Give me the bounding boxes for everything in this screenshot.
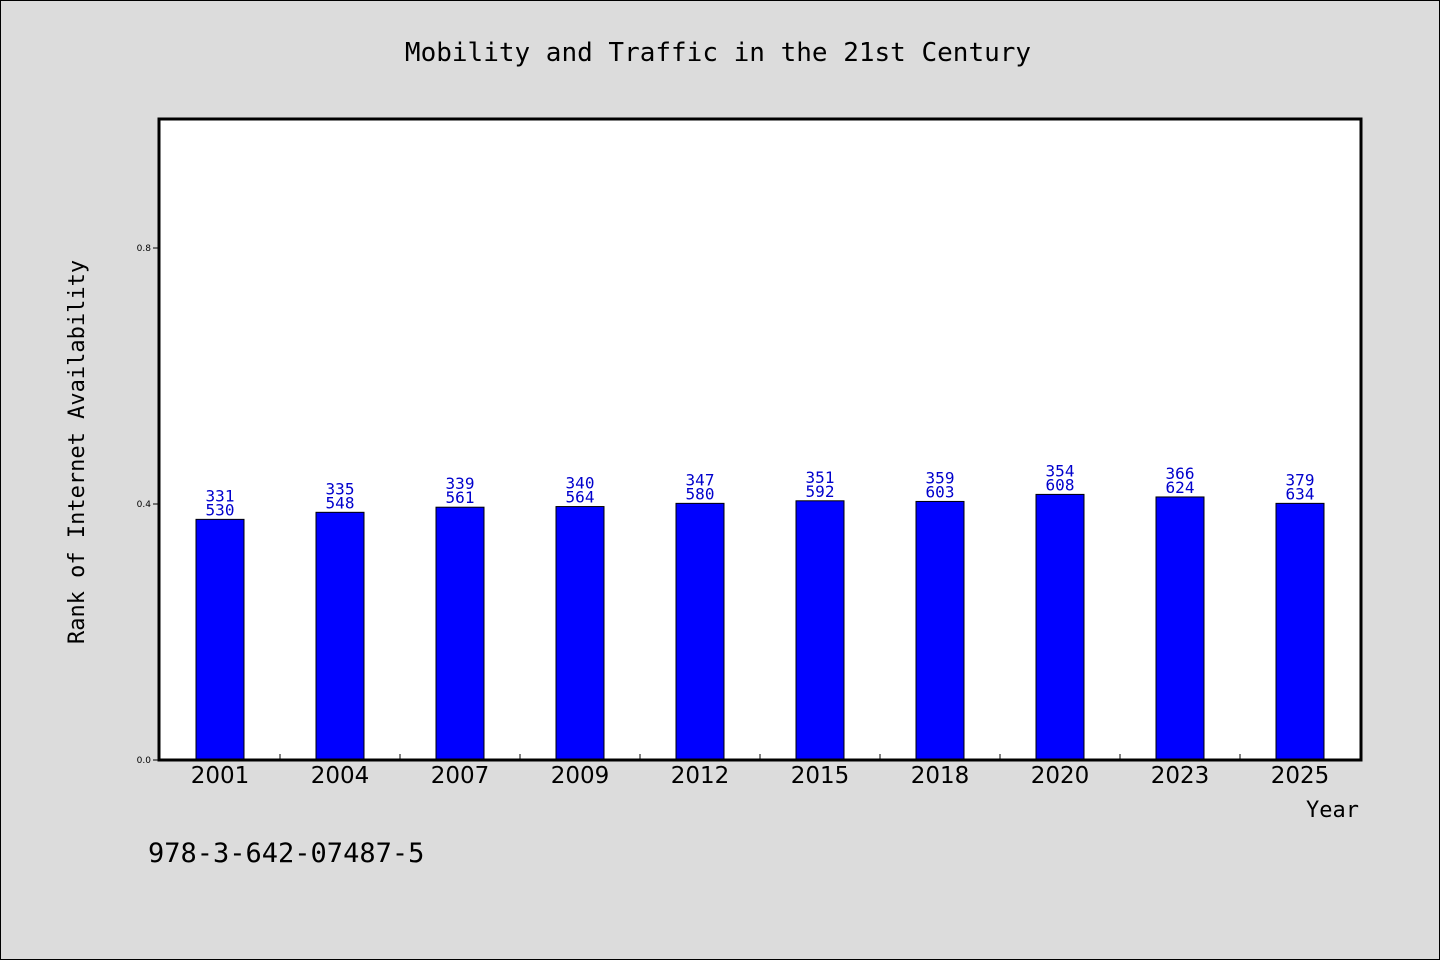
bar-2004: [315, 511, 365, 761]
bar-annotation-2012-2: 580: [686, 484, 715, 503]
x-tick-label-2012: 2012: [671, 763, 730, 789]
bar-2025: [1275, 502, 1325, 761]
bar-annotation-2004-2: 548: [326, 493, 355, 512]
bar-2023: [1155, 496, 1205, 761]
bar-2018: [915, 500, 965, 761]
x-tick-label-2009: 2009: [551, 763, 610, 789]
x-tick-label-2025: 2025: [1271, 763, 1330, 789]
bar-annotation-2012-1: 347: [686, 470, 715, 489]
bar-annotations: 3315303355483395613405643475803515923596…: [206, 461, 1315, 519]
y-tick-label-0.4: 0.4: [137, 500, 152, 510]
x-axis-label: Year: [1306, 798, 1359, 823]
bar-annotation-2007-1: 339: [446, 474, 475, 493]
x-tick-label-2020: 2020: [1031, 763, 1090, 789]
bar-annotation-2009-2: 564: [566, 488, 595, 507]
bar-2001: [195, 518, 245, 761]
x-tick-label-2023: 2023: [1151, 763, 1210, 789]
x-axis: 2001 2004 2007 2009 2012 2015 2018 2020 2023 2025: [191, 754, 1330, 789]
x-tick-label-2015: 2015: [791, 763, 850, 789]
bar-annotation-2025-2: 634: [1286, 484, 1315, 503]
isbn-label: 978-3-642-07487-5: [148, 838, 424, 869]
bar-annotation-2020-1: 354: [1046, 461, 1075, 480]
bar-annotation-2025-1: 379: [1286, 470, 1315, 489]
x-tick-label-2007: 2007: [431, 763, 490, 789]
x-tick-label-2001: 2001: [191, 763, 250, 789]
bar-annotation-2015-2: 592: [806, 482, 835, 501]
y-tick-label-0.8: 0.8: [137, 244, 152, 254]
bar-annotation-2001-1: 331: [206, 486, 235, 505]
y-axis-label: Rank of Internet Availability: [65, 260, 90, 644]
y-tick-label-0.0: 0.0: [137, 756, 152, 766]
x-tick-label-2018: 2018: [911, 763, 970, 789]
y-axis: 0.0 0.4 0.8: [137, 244, 160, 766]
bar-2015: [795, 500, 845, 761]
x-tick-label-2004: 2004: [311, 763, 370, 789]
bar-2020: [1035, 493, 1085, 761]
bar-annotation-2004-1: 335: [326, 479, 355, 498]
bar-annotation-2023-2: 624: [1166, 478, 1195, 497]
bar-annotation-2009-1: 340: [566, 474, 595, 493]
bar-2009: [555, 506, 605, 761]
bar-annotation-2018-1: 359: [926, 468, 955, 487]
bar-2007: [435, 506, 485, 761]
bar-series: [195, 493, 1325, 761]
bar-annotation-2001-2: 530: [206, 500, 235, 519]
bar-annotation-2015-1: 351: [806, 468, 835, 487]
bar-annotation-2023-1: 366: [1166, 464, 1195, 483]
bar-annotation-2018-2: 603: [926, 482, 955, 501]
chart-title: Mobility and Traffic in the 21st Century: [405, 38, 1031, 68]
bar-annotation-2007-2: 561: [446, 488, 475, 507]
bar-annotation-2020-2: 608: [1046, 475, 1075, 494]
bar-2012: [675, 502, 725, 761]
